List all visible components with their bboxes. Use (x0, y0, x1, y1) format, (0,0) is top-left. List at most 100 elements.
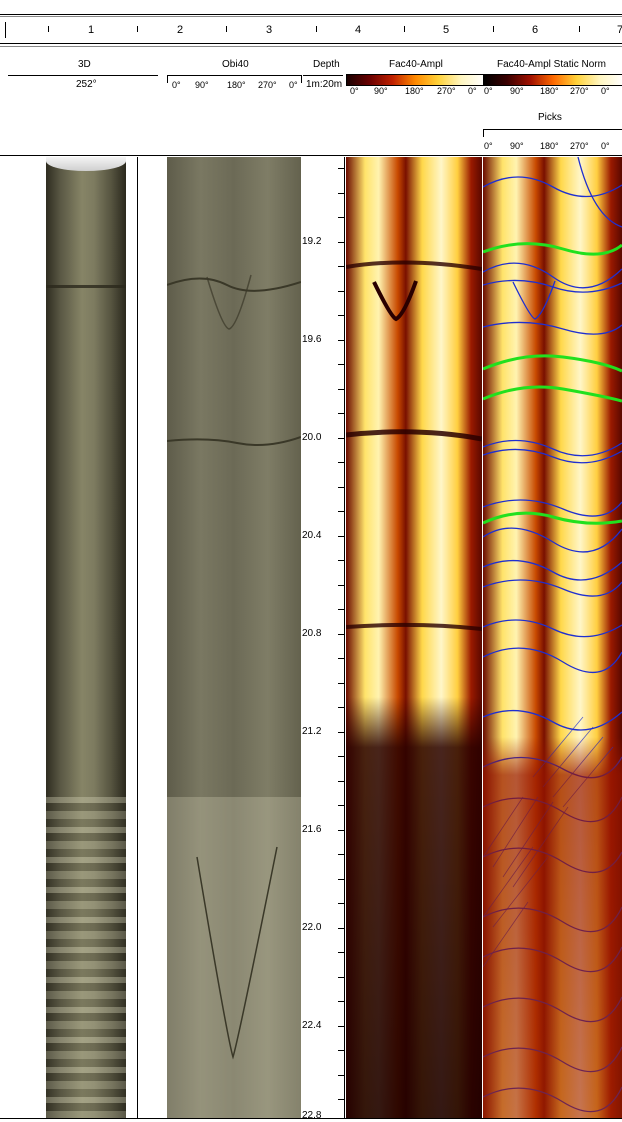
picks-underline (483, 129, 622, 130)
fac40-ampl-image-track (346, 157, 482, 1118)
depth-tick (338, 389, 344, 390)
depth-label: 19.6 (301, 334, 323, 345)
depth-tick (338, 634, 344, 635)
track-title-underline (303, 75, 343, 76)
depth-label: 19.2 (301, 236, 323, 247)
green-picks (483, 242, 622, 525)
ruler-bottom-border-2 (0, 46, 622, 47)
track-title-static-norm: Fac40-Ampl Static Norm (497, 59, 606, 70)
depth-tick (338, 658, 344, 659)
core-fracture (46, 285, 126, 288)
depth-label: 22.4 (301, 1020, 323, 1031)
ruler-top-border (0, 14, 622, 15)
static-norm-picks-track (483, 157, 622, 1118)
depth-tick (338, 364, 344, 365)
depth-tick (338, 830, 344, 831)
depth-tick (338, 756, 344, 757)
depth-tick (338, 952, 344, 953)
ruler-number: 3 (266, 24, 273, 36)
core-top-cap (46, 157, 126, 171)
depth-tick (338, 536, 344, 537)
depth-tick (338, 266, 344, 267)
depth-label: 21.2 (301, 726, 323, 737)
depth-track-border (344, 157, 345, 1118)
track-divider (137, 157, 138, 1118)
ruler-tick (226, 26, 227, 32)
depth-tick (338, 854, 344, 855)
static-norm-colorbar (483, 74, 622, 86)
depth-tick (338, 903, 344, 904)
amp-dark-zone (346, 697, 482, 1118)
bottom-border (0, 1118, 622, 1119)
track-header: 3D 252° Obi40 0° 90° 180° 270° 0° Depth … (0, 58, 622, 158)
depth-tick (338, 511, 344, 512)
ruler-top-border-2 (0, 16, 622, 17)
ruler-number: 6 (532, 24, 539, 36)
depth-tick (338, 560, 344, 561)
ruler-tick (579, 26, 580, 32)
depth-tick (338, 707, 344, 708)
depth-tick (338, 1075, 344, 1076)
depth-tick (338, 585, 344, 586)
amplitude-colorbar (346, 74, 485, 86)
depth-label: 21.6 (301, 824, 323, 835)
ruler-tick (404, 26, 405, 32)
depth-tick (338, 242, 344, 243)
ruler-tick (48, 26, 49, 32)
ruler-number: 2 (177, 24, 184, 36)
depth-tick (338, 928, 344, 929)
depth-tick (338, 1099, 344, 1100)
depth-tick (338, 487, 344, 488)
depth-tick (338, 438, 344, 439)
track-subtitle-3d: 252° (76, 79, 97, 90)
core-rubble-zone (46, 797, 126, 1118)
track-title-fac40-ampl: Fac40-Ampl (389, 59, 443, 70)
ruler-bottom-border (0, 43, 622, 44)
depth-tick (338, 805, 344, 806)
track-title-3d: 3D (78, 59, 91, 70)
depth-tick (338, 1001, 344, 1002)
ruler-tick (493, 26, 494, 32)
track-title-depth: Depth (313, 59, 340, 70)
obi40-image-track (167, 157, 301, 1118)
depth-tick (338, 732, 344, 733)
depth-tick (338, 879, 344, 880)
depth-tick (338, 1026, 344, 1027)
depth-tick (338, 1050, 344, 1051)
obi40-sinusoids (167, 274, 301, 1118)
ruler-number: 1 (88, 24, 95, 36)
amp-fracture-traces (346, 260, 482, 631)
depth-label: 22.8 (301, 1110, 323, 1121)
depth-tick (338, 683, 344, 684)
picks-title: Picks (538, 112, 562, 123)
depth-tick (338, 609, 344, 610)
depth-scale: 1m:20m (306, 79, 343, 90)
depth-label: 20.0 (301, 432, 323, 443)
core-3d-track (46, 157, 126, 1118)
ruler-tick (316, 26, 317, 32)
depth-tick (338, 781, 344, 782)
depth-tick (338, 193, 344, 194)
ruler-number: 5 (443, 24, 450, 36)
depth-tick (338, 168, 344, 169)
ruler-number: 4 (355, 24, 362, 36)
depth-tick (338, 413, 344, 414)
ruler-number: 7 (617, 24, 622, 36)
depth-tick (338, 217, 344, 218)
depth-label: 20.4 (301, 530, 323, 541)
scale-endcap (167, 75, 168, 83)
ruler-tick (5, 22, 6, 38)
header-separator (0, 155, 622, 156)
depth-tick (338, 291, 344, 292)
depth-tick (338, 315, 344, 316)
depth-label: 20.8 (301, 628, 323, 639)
depth-tick (338, 462, 344, 463)
scale-endcap (301, 75, 302, 83)
top-ruler: 1 2 3 4 5 6 7 (0, 0, 622, 60)
depth-tick (338, 340, 344, 341)
ruler-tick (137, 26, 138, 32)
track-title-underline (8, 75, 158, 76)
scale-endcap (483, 129, 484, 137)
depth-tick (338, 977, 344, 978)
depth-label: 22.0 (301, 922, 323, 933)
